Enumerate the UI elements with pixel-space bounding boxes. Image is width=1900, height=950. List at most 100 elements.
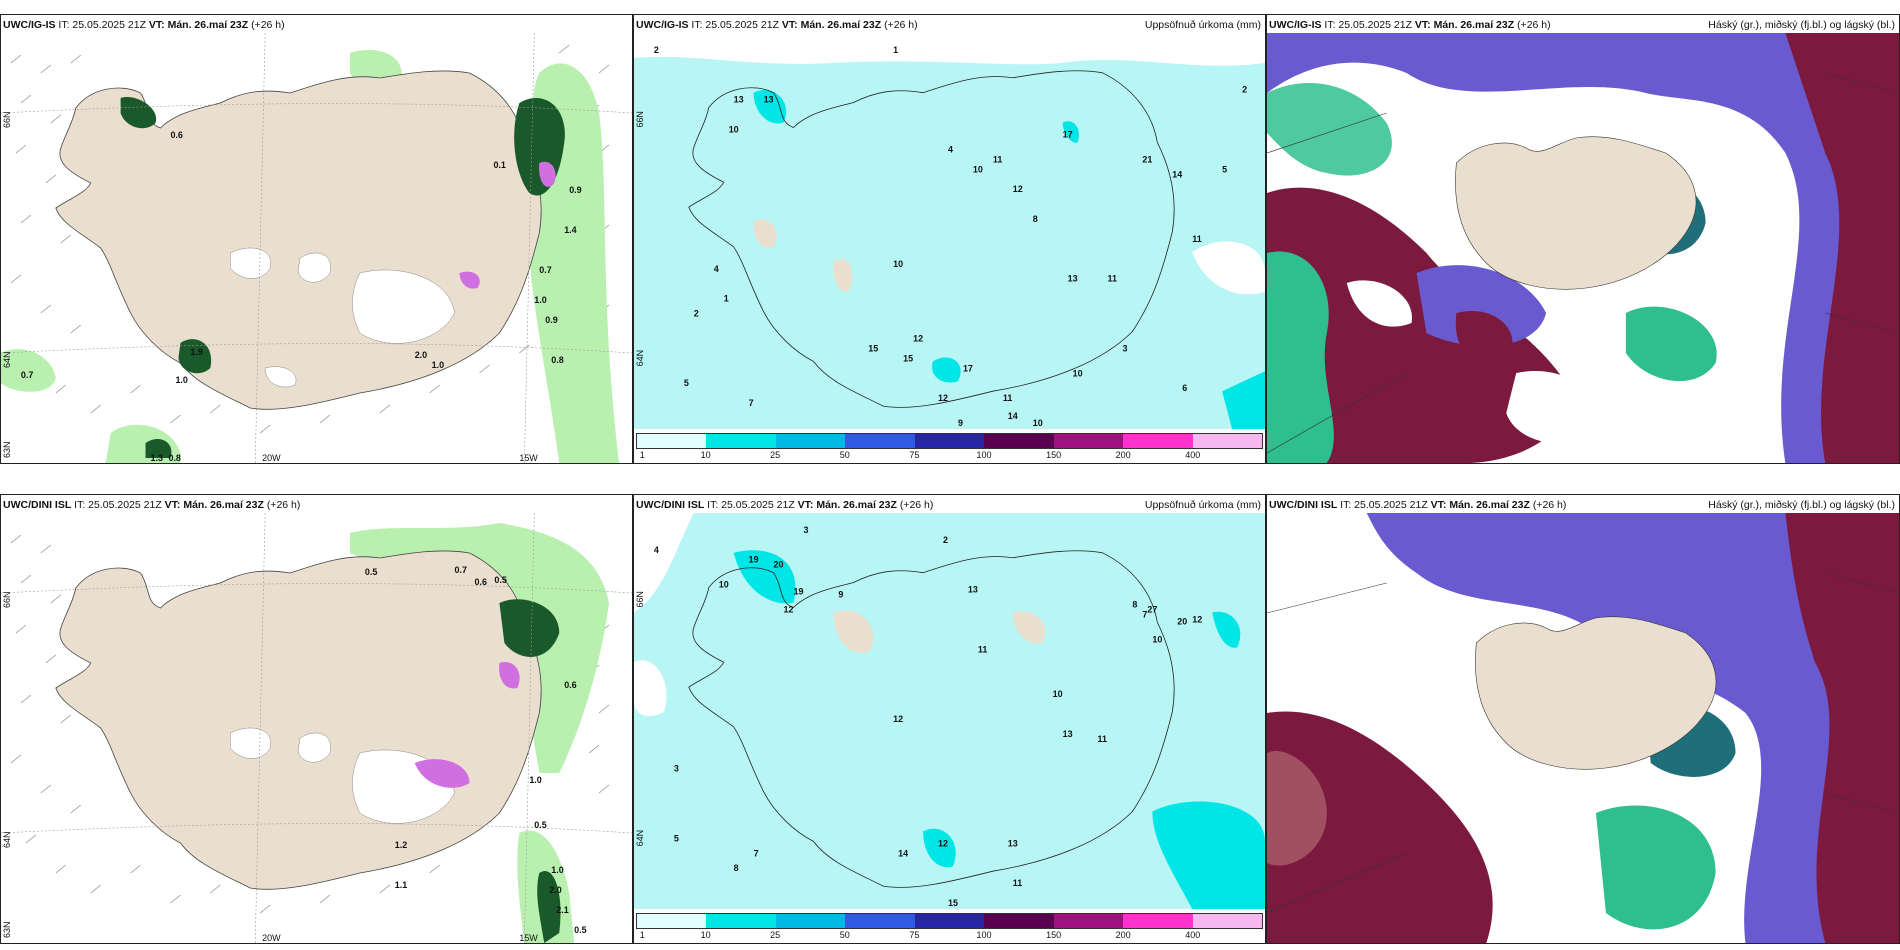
svg-text:12: 12 xyxy=(913,333,923,343)
svg-text:10: 10 xyxy=(1053,689,1063,699)
panel-header: UWC/IG-IS IT: 25.05.2025 21Z VT: Mán. 26… xyxy=(1269,19,1551,31)
lon-label-20w: 20W xyxy=(262,453,281,463)
valid-time-label: VT: xyxy=(164,499,181,511)
panel-title: Uppsöfnuð úrkoma (mm) xyxy=(1144,19,1261,31)
precip-colorbar xyxy=(636,913,1263,929)
init-time: IT: 25.05.2025 21Z xyxy=(707,499,795,511)
precip-value: 0.9 xyxy=(569,185,581,195)
init-time: IT: 25.05.2025 21Z xyxy=(1340,499,1428,511)
lead-time: (+26 h) xyxy=(266,499,301,511)
lead-time: (+26 h) xyxy=(884,19,918,31)
panel-header: UWC/IG-IS IT: 25.05.2025 21Z VT: Mán. 26… xyxy=(636,19,918,31)
cloud-cover-map xyxy=(1267,513,1899,943)
svg-text:15W: 15W xyxy=(519,933,538,943)
svg-text:14: 14 xyxy=(1172,169,1182,179)
valid-time: Mán. 26.maí 23Z xyxy=(1449,499,1530,511)
lead-time: (+26 h) xyxy=(899,499,934,511)
colorbar-bin xyxy=(637,434,707,448)
svg-text:64N: 64N xyxy=(635,830,645,846)
map-panel-top-mid: UWC/IG-IS IT: 25.05.2025 21Z VT: Mán. 26… xyxy=(633,14,1266,464)
svg-text:10: 10 xyxy=(729,125,739,135)
init-time: IT: 25.05.2025 21Z xyxy=(74,499,162,511)
svg-text:5: 5 xyxy=(674,833,679,843)
svg-text:20: 20 xyxy=(1177,616,1187,626)
svg-text:64N: 64N xyxy=(2,832,12,848)
panel-header: UWC/IG-IS IT: 25.05.2025 21Z VT: Mán. 26… xyxy=(3,19,285,31)
colorbar-bin xyxy=(1053,434,1124,448)
lead-time: (+26 h) xyxy=(1532,499,1567,511)
map-panel-bot-mid: UWC/DINI ISL IT: 25.05.2025 21Z VT: Mán.… xyxy=(633,494,1266,944)
lat-label-64n: 64N xyxy=(2,352,12,368)
lead-time: (+26 h) xyxy=(1517,19,1551,31)
svg-text:2.0: 2.0 xyxy=(549,885,561,895)
valid-time-label: VT: xyxy=(1414,19,1431,31)
svg-text:12: 12 xyxy=(1013,184,1023,194)
iceland-land xyxy=(1455,136,1697,290)
svg-text:13: 13 xyxy=(1063,729,1073,739)
valid-time: Mán. 26.maí 23Z xyxy=(167,19,249,31)
iceland-outline xyxy=(688,550,1175,888)
svg-text:15: 15 xyxy=(948,898,958,908)
svg-text:1.0: 1.0 xyxy=(529,775,541,785)
iceland-land xyxy=(1475,616,1717,770)
precip-value: 1.4 xyxy=(564,225,576,235)
svg-text:12: 12 xyxy=(784,605,794,615)
lead-time: (+26 h) xyxy=(251,19,285,31)
valid-time: Mán. 26.maí 23Z xyxy=(183,499,264,511)
valid-time: Mán. 26.maí 23Z xyxy=(1433,19,1515,31)
svg-text:9: 9 xyxy=(958,418,963,428)
colorbar-bin xyxy=(706,434,776,448)
valid-time-label: VT: xyxy=(148,19,165,31)
svg-text:2.1: 2.1 xyxy=(556,905,568,915)
svg-text:11: 11 xyxy=(1098,734,1107,744)
svg-text:11: 11 xyxy=(1013,878,1022,888)
panel-header: UWC/DINI ISL IT: 25.05.2025 21Z VT: Mán.… xyxy=(636,499,933,511)
colorbar-tick: 50 xyxy=(839,450,850,460)
svg-text:27: 27 xyxy=(1147,605,1157,615)
svg-text:0.5: 0.5 xyxy=(365,567,377,577)
colorbar-ticks: 1 10 25 50 75 100 150 200 400 xyxy=(639,930,1201,940)
precip-wind-map: 0.6 0.1 0.9 1.4 0.7 1.0 0.9 0.8 0.7 1.9 … xyxy=(1,33,632,463)
colorbar-bin xyxy=(706,914,776,928)
precip-value: 1.0 xyxy=(432,360,444,370)
precip-value-labels: 0.7 0.6 0.5 0.5 0.6 1.0 0.5 1.2 1.1 1.0 … xyxy=(365,565,587,935)
svg-text:12: 12 xyxy=(893,714,903,724)
svg-text:12: 12 xyxy=(938,393,948,403)
colorbar-tick: 75 xyxy=(909,450,920,460)
svg-text:15: 15 xyxy=(903,353,913,363)
lon-label-15w: 15W xyxy=(519,453,538,463)
svg-text:1: 1 xyxy=(724,294,729,304)
precip-value: 0.8 xyxy=(168,453,180,463)
colorbar-tick: 1 xyxy=(639,450,645,460)
svg-text:5: 5 xyxy=(684,378,689,388)
precip-value: 2.0 xyxy=(415,350,427,360)
svg-text:19: 19 xyxy=(749,555,759,565)
precip-value: 0.1 xyxy=(493,160,505,170)
colorbar-bin xyxy=(914,914,985,928)
svg-text:0.5: 0.5 xyxy=(574,925,586,935)
svg-text:7: 7 xyxy=(1142,609,1147,619)
svg-text:4: 4 xyxy=(714,264,719,274)
svg-text:3: 3 xyxy=(1122,343,1127,353)
valid-time: Mán. 26.maí 23Z xyxy=(800,19,882,31)
svg-text:11: 11 xyxy=(1192,234,1201,244)
svg-text:13: 13 xyxy=(1068,274,1078,284)
svg-text:1.1: 1.1 xyxy=(395,880,407,890)
colorbar-bin xyxy=(1192,914,1262,928)
colorbar-tick: 400 xyxy=(1185,450,1201,460)
lat-label-63n: 63N xyxy=(2,442,12,458)
colorbar-bin xyxy=(984,914,1054,928)
colorbar-tick: 100 xyxy=(976,450,992,460)
svg-text:12: 12 xyxy=(1192,614,1202,624)
svg-text:20W: 20W xyxy=(262,933,281,943)
precip-value: 0.8 xyxy=(551,355,563,365)
map-svg-top-left: 0.6 0.1 0.9 1.4 0.7 1.0 0.9 0.8 0.7 1.9 … xyxy=(1,33,632,463)
colorbar-bin xyxy=(984,434,1054,448)
precip-value: 1.0 xyxy=(175,375,187,385)
precip-value: 0.9 xyxy=(545,315,557,325)
svg-text:21: 21 xyxy=(1142,154,1152,164)
svg-text:3: 3 xyxy=(803,525,808,535)
model-name: UWC/IG-IS xyxy=(3,19,56,31)
svg-text:1.2: 1.2 xyxy=(395,840,407,850)
svg-text:3: 3 xyxy=(674,764,679,774)
